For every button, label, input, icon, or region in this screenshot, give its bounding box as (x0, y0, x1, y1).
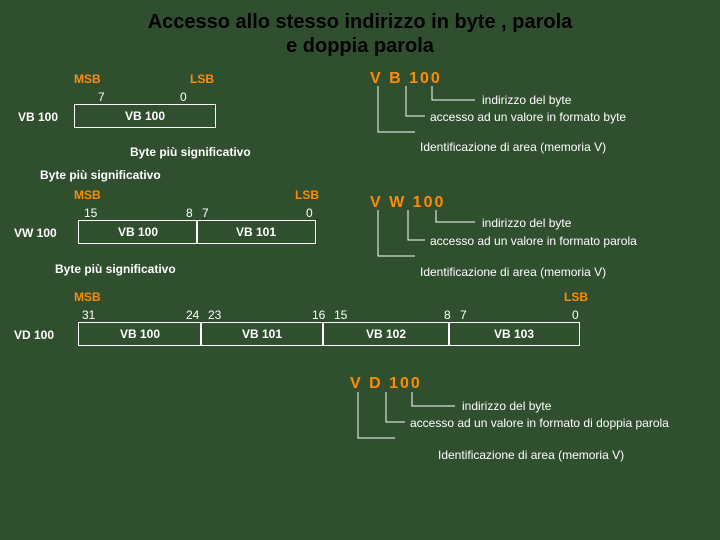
cell-vd-3: VB 102 (322, 322, 450, 346)
desc-vw-2: accesso ad un valore in formato parola (430, 234, 637, 248)
desc-vd-1: indirizzo del byte (462, 399, 551, 413)
desc-vb-3: Identificazione di area (memoria V) (420, 140, 606, 154)
bit15-vw: 15 (84, 206, 97, 220)
msb-label-vb: MSB (74, 72, 101, 86)
cell-vb100: VB 100 (74, 104, 216, 128)
desc-vw-1: indirizzo del byte (482, 216, 571, 230)
cell-vd-4: VB 103 (448, 322, 580, 346)
bit7-vb: 7 (98, 90, 105, 104)
row-label-vw: VW 100 (14, 226, 57, 240)
desc-vw-3: Identificazione di area (memoria V) (420, 265, 606, 279)
cell-vw-2: VB 101 (196, 220, 316, 244)
bit7-vw: 7 (202, 206, 209, 220)
desc-vb-1: indirizzo del byte (482, 93, 571, 107)
row-label-vd: VD 100 (14, 328, 54, 342)
lsb-label-vd: LSB (564, 290, 588, 304)
msb-label-vw: MSB (74, 188, 101, 202)
msb-label-vd: MSB (74, 290, 101, 304)
page-title: Accesso allo stesso indirizzo in byte , … (0, 0, 720, 62)
bit0-vd: 0 (572, 308, 579, 322)
bit24-vd: 24 (186, 308, 199, 322)
code-vd: V D 100 (350, 375, 422, 393)
bit16-vd: 16 (312, 308, 325, 322)
desc-vd-2: accesso ad un valore in formato di doppi… (410, 416, 669, 430)
desc-vd-3: Identificazione di area (memoria V) (438, 448, 624, 462)
lsb-label-vb: LSB (190, 72, 214, 86)
bit8-vd: 8 (444, 308, 451, 322)
cell-vw-1: VB 100 (78, 220, 198, 244)
bit0-vb: 0 (180, 90, 187, 104)
row-label-vb: VB 100 (18, 110, 58, 124)
bit0-vw: 0 (306, 206, 313, 220)
caption-vb-sig: Byte più significativo (130, 145, 251, 159)
caption-vw-sig-top: Byte più significativo (40, 168, 161, 182)
bit31-vd: 31 (82, 308, 95, 322)
bit8-vw: 8 (186, 206, 193, 220)
cell-vd-1: VB 100 (78, 322, 202, 346)
bit15-vd: 15 (334, 308, 347, 322)
bit23-vd: 23 (208, 308, 221, 322)
cell-vd-2: VB 101 (200, 322, 324, 346)
lsb-label-vw: LSB (295, 188, 319, 202)
desc-vb-2: accesso ad un valore in formato byte (430, 110, 626, 124)
caption-vw-sig-bottom: Byte più significativo (55, 262, 176, 276)
bit7-vd: 7 (460, 308, 467, 322)
